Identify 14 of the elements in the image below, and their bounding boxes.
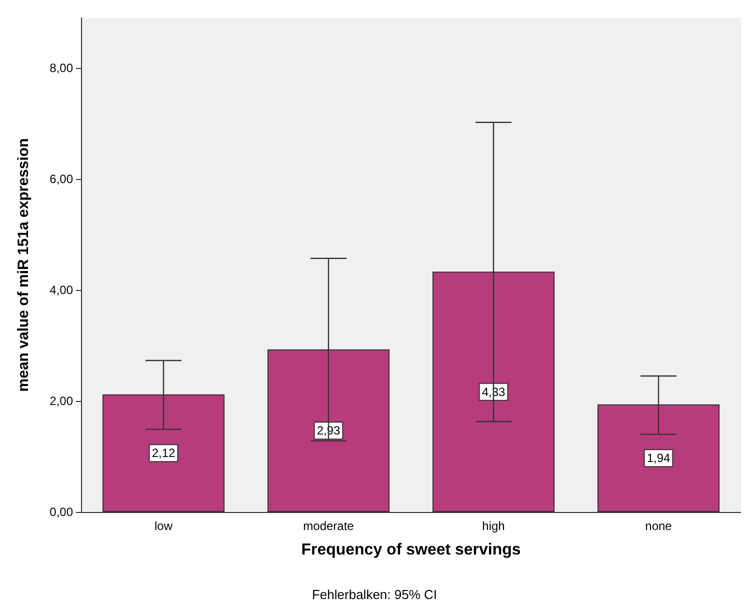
data-label: 2,12 bbox=[152, 446, 176, 460]
x-tick-label: high bbox=[482, 519, 505, 533]
y-axis-title: mean value of miR 151a expression bbox=[15, 138, 32, 392]
y-tick-label: 8,00 bbox=[50, 60, 74, 75]
x-tick-label: low bbox=[154, 519, 173, 533]
y-tick-label: 6,00 bbox=[50, 172, 74, 186]
x-tick-label: none bbox=[645, 519, 672, 533]
y-tick-label: 0,00 bbox=[50, 505, 74, 519]
y-tick-label: 2,00 bbox=[50, 394, 74, 408]
x-tick-label: moderate bbox=[303, 519, 354, 533]
y-tick-label: 4,00 bbox=[50, 282, 74, 297]
x-axis-title: Frequency of sweet servings bbox=[301, 542, 521, 558]
text: Fehlerbalken: 95% CI bbox=[312, 587, 438, 602]
data-label: 1,94 bbox=[646, 451, 670, 466]
